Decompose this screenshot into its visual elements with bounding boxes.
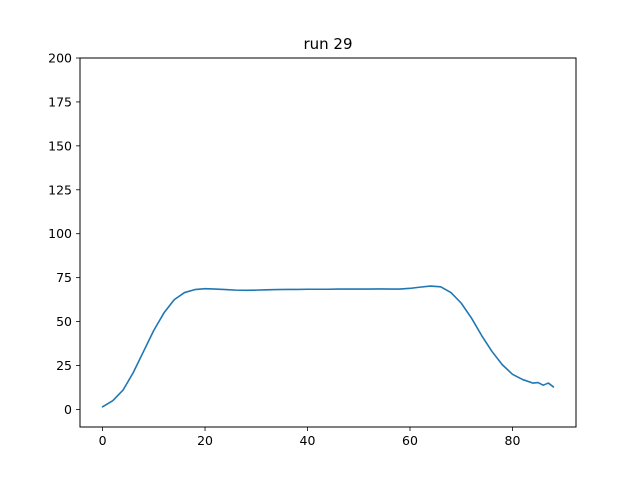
y-tick-label: 0 <box>64 402 72 417</box>
y-tick-label: 100 <box>48 226 72 241</box>
x-tick-label: 40 <box>300 433 316 448</box>
series-line <box>101 285 555 408</box>
x-tick-label: 20 <box>197 433 213 448</box>
y-tick-label: 75 <box>56 270 72 285</box>
plot-frame <box>79 57 577 428</box>
chart-title: run 29 <box>303 35 352 53</box>
y-tick-label: 200 <box>48 51 72 66</box>
axis-ticks: 0 20 40 60 80 0 25 50 75 100 125 150 175 200 <box>48 51 520 449</box>
x-tick-label: 0 <box>99 433 107 448</box>
y-tick-label: 25 <box>56 358 72 373</box>
y-tick-label: 50 <box>56 314 72 329</box>
y-tick-label: 150 <box>48 138 72 153</box>
y-tick-label: 175 <box>48 94 72 109</box>
x-tick-label: 60 <box>402 433 418 448</box>
x-tick-label: 80 <box>505 433 521 448</box>
plot-lines <box>101 285 555 408</box>
y-tick-label: 125 <box>48 182 72 197</box>
